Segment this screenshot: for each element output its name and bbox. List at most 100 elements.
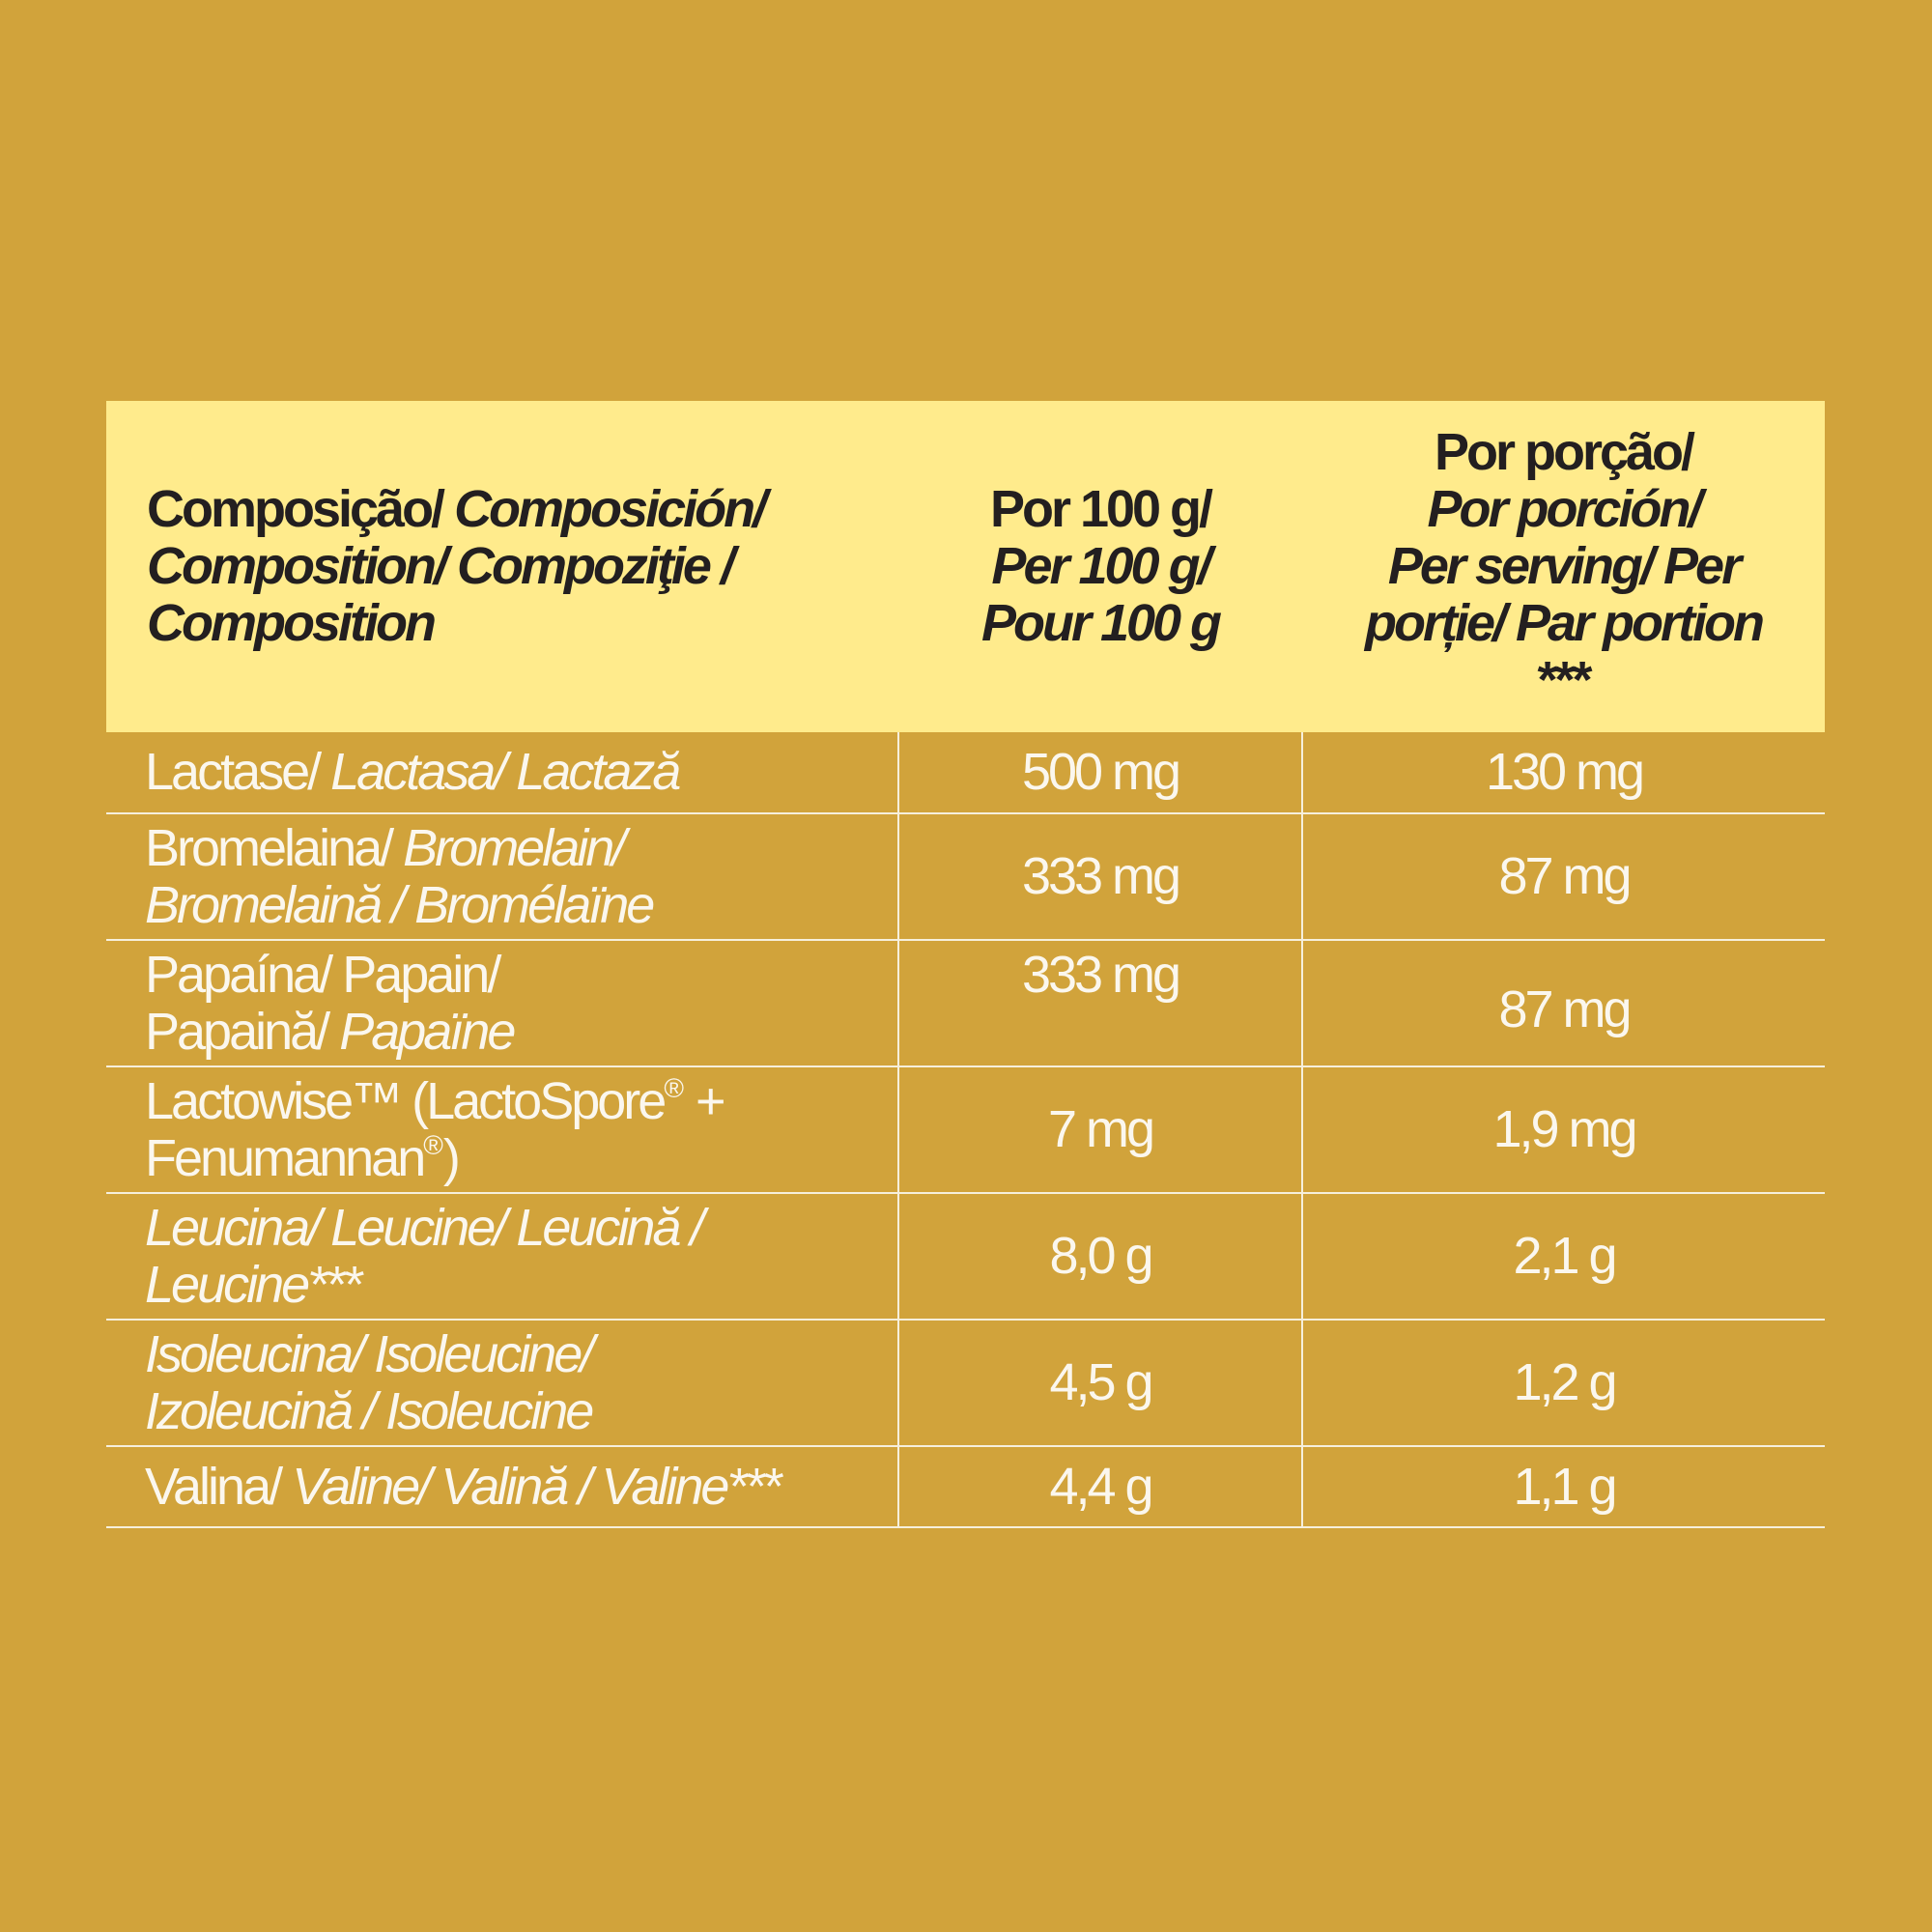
text-segment: Papaină/ [145,1002,340,1061]
text-segment: Bromelaina/ [145,818,404,877]
text-segment: Bromelaină / Bromélaïne [145,875,655,934]
text-segment: Valina/ [145,1457,293,1516]
cell-line: 4,5 g [899,1354,1301,1411]
text-segment: Composition [147,594,437,652]
table-cell: 2,1 g [1302,1193,1825,1321]
cell-line: 4,4 g [899,1457,1301,1516]
cell-line: Lactase/ Lactasa/ Lactază [145,744,897,801]
table-cell: Lactowise™ (LactoSpore® + Fenumannan®) [106,1066,899,1194]
cell-line: 7 mg [899,1101,1301,1158]
text-segment: Por porción/ [1427,480,1702,538]
table-row: Lactase/ Lactasa/ Lactază 500 mg 130 mg [106,732,1825,814]
text-segment: 333 mg [1021,946,1181,1004]
table-cell: 87 mg [1302,940,1825,1067]
table-header: Composição/ Composición/Composition/ Com… [106,401,1825,732]
header-cell: Por 100 g/Per 100 g/Pour 100 g [898,401,1302,732]
cell-line: Leucina/ Leucine/ Leucină / [145,1199,897,1257]
text-segment: 2,1 g [1513,1227,1617,1285]
text-segment: Composição/ [147,480,455,538]
text-segment: Isoleucina/ Isoleucine/ [145,1324,594,1383]
table-cell: Leucina/ Leucine/ Leucină / Leucine*** [106,1193,899,1321]
cell-line: 87 mg [1303,848,1825,905]
cell-line: 1,2 g [1303,1354,1825,1411]
cell-line: Por 100 g/ [898,481,1302,538]
table-row: Isoleucina/ Isoleucine/Izoleucină / Isol… [106,1320,1825,1447]
text-segment: 4,5 g [1049,1353,1153,1411]
cell-line: Composition [147,595,898,652]
table-row: Bromelaina/ Bromelain/Bromelaină / Bromé… [106,813,1825,941]
cell-line: 87 mg [1303,981,1825,1038]
table-cell: Isoleucina/ Isoleucine/Izoleucină / Isol… [106,1320,899,1447]
table-cell: 333 mg [898,813,1303,941]
table-cell: 87 mg [1302,813,1825,941]
cell-line: Papaină/ Papaïne [145,1002,897,1061]
text-segment: 7 mg [1047,1100,1155,1158]
table-cell: 1,9 mg [1302,1066,1825,1194]
header-cell: Por porção/Por porción/Per serving/ Per p… [1302,401,1825,732]
table-cell: 8,0 g [898,1193,1303,1321]
superscript: ® [664,1072,684,1103]
text-segment: 500 mg [1021,743,1181,801]
text-segment: porție/ Par portion [1364,594,1765,652]
text-segment: Por porção/ [1434,423,1695,481]
text-segment: Leucine*** [145,1255,362,1314]
composition-table: Composição/ Composición/Composition/ Com… [106,401,1825,1528]
superscript: ® [423,1129,443,1160]
cell-line: Bromelaină / Bromélaïne [145,875,897,934]
table-cell: 1,1 g [1302,1446,1825,1528]
text-segment: Bromelain/ [403,818,626,877]
table-cell: 1,2 g [1302,1320,1825,1447]
table-cell: 333 mg [898,940,1303,1067]
cell-line: 130 mg [1303,744,1825,801]
header-row: Composição/ Composición/Composition/ Com… [106,401,1825,732]
cell-line: porție/ Par portion [1302,595,1825,652]
text-segment: 1,9 mg [1492,1100,1637,1158]
cell-line: Izoleucină / Isoleucine [145,1382,897,1440]
text-segment: Composición/ [454,480,767,538]
text-segment: ) [442,1128,461,1187]
text-segment: Lactasa/ Lactază [330,743,681,801]
text-segment: 4,4 g [1049,1457,1153,1516]
cell-line: 333 mg [899,848,1301,905]
text-segment: Por 100 g/ [989,480,1213,538]
text-segment: Fenumannan [145,1128,426,1187]
text-segment: Pour 100 g [980,594,1222,652]
text-segment: + [683,1071,726,1130]
header-cell: Composição/ Composición/Composition/ Com… [106,401,898,732]
text-segment: Papaína/ Papain/ [145,945,501,1004]
text-segment: Lactowise™ (LactoSpore [145,1071,667,1130]
text-segment: 333 mg [1021,847,1181,905]
cell-line: *** [1302,652,1825,709]
table-row: Papaína/ Papain/Papaină/ Papaïne 333 mg 87… [106,940,1825,1067]
table-cell: 500 mg [898,732,1303,814]
cell-line: Papaína/ Papain/ [145,945,897,1004]
table-row: Valina/ Valine/ Valină / Valine*** 4,4 g 1… [106,1446,1825,1528]
table-body: Lactase/ Lactasa/ Lactază 500 mg 130 mg Bro… [106,732,1825,1528]
text-segment: Composition/ Compoziţie / [147,537,735,595]
cell-line: Composition/ Compoziţie / [147,538,898,595]
text-segment: 1,2 g [1513,1353,1617,1411]
cell-line: Leucine*** [145,1255,897,1314]
text-segment: Lactase/ [145,743,331,801]
table-cell: 4,4 g [898,1446,1303,1528]
cell-line: Per serving/ Per [1302,538,1825,595]
text-segment: 8,0 g [1049,1227,1153,1285]
text-segment: Valine/ Valină / Valine*** [292,1457,781,1516]
table-cell: 7 mg [898,1066,1303,1194]
text-segment: Per serving/ Per [1387,537,1742,595]
table-cell: 4,5 g [898,1320,1303,1447]
text-segment: 87 mg [1498,980,1632,1038]
text-segment: 1,1 g [1513,1457,1617,1516]
cell-line: 500 mg [899,744,1301,801]
cell-line: Por porción/ [1302,481,1825,538]
cell-line: 1,1 g [1303,1457,1825,1516]
table-cell: 130 mg [1302,732,1825,814]
text-segment: 130 mg [1485,743,1645,801]
cell-line: Isoleucina/ Isoleucine/ [145,1324,897,1383]
table-cell: Lactase/ Lactasa/ Lactază [106,732,899,814]
cell-line: Pour 100 g [898,595,1302,652]
cell-line: Lactowise™ (LactoSpore® + [145,1071,897,1130]
cell-line: Por porção/ [1302,424,1825,481]
text-segment: Papaïne [339,1002,516,1061]
